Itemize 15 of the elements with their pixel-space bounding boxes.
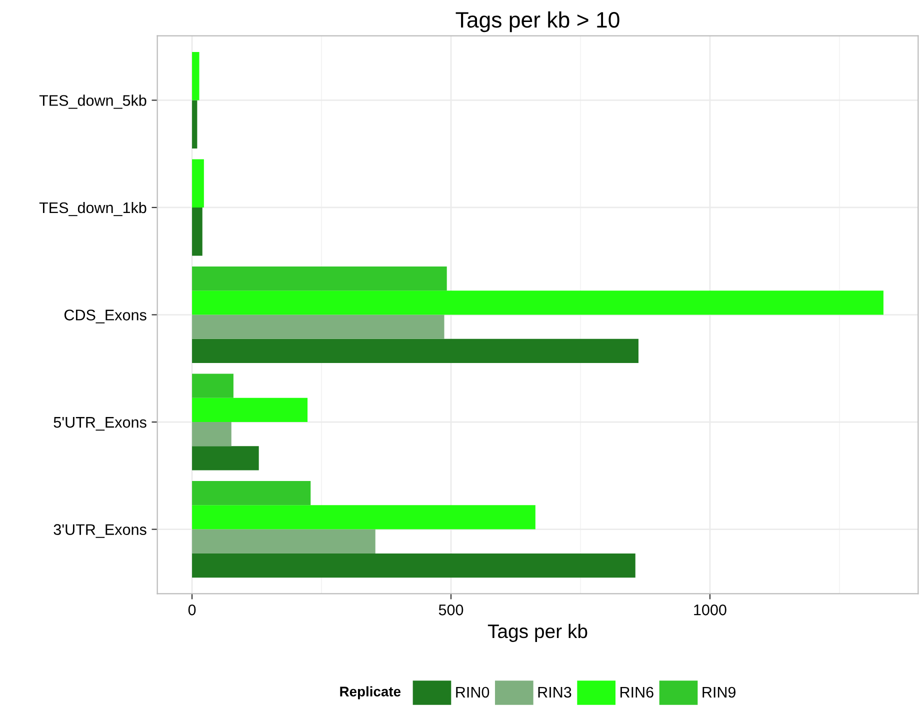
- legend-title: Replicate: [340, 686, 401, 700]
- x-tick-label: 0: [188, 604, 196, 616]
- y-tick-label: 3'UTR_Exons: [54, 524, 146, 538]
- y-tick-label: TES_down_1kb: [39, 202, 146, 216]
- legend-label: RIN9: [702, 686, 736, 698]
- legend-label: RIN3: [538, 686, 572, 698]
- y-tick-label: CDS_Exons: [64, 310, 146, 324]
- x-tick-label: 500: [438, 604, 464, 616]
- x-axis-title: Tags per kb: [488, 624, 588, 642]
- legend-label: RIN0: [456, 686, 490, 698]
- y-tick-label: 5'UTR_Exons: [54, 417, 146, 431]
- y-tick-label: TES_down_5kb: [39, 94, 146, 109]
- x-tick-label: 1000: [694, 604, 726, 616]
- chart-title: Tags per kb > 10: [456, 11, 620, 32]
- legend-label: RIN6: [620, 686, 654, 698]
